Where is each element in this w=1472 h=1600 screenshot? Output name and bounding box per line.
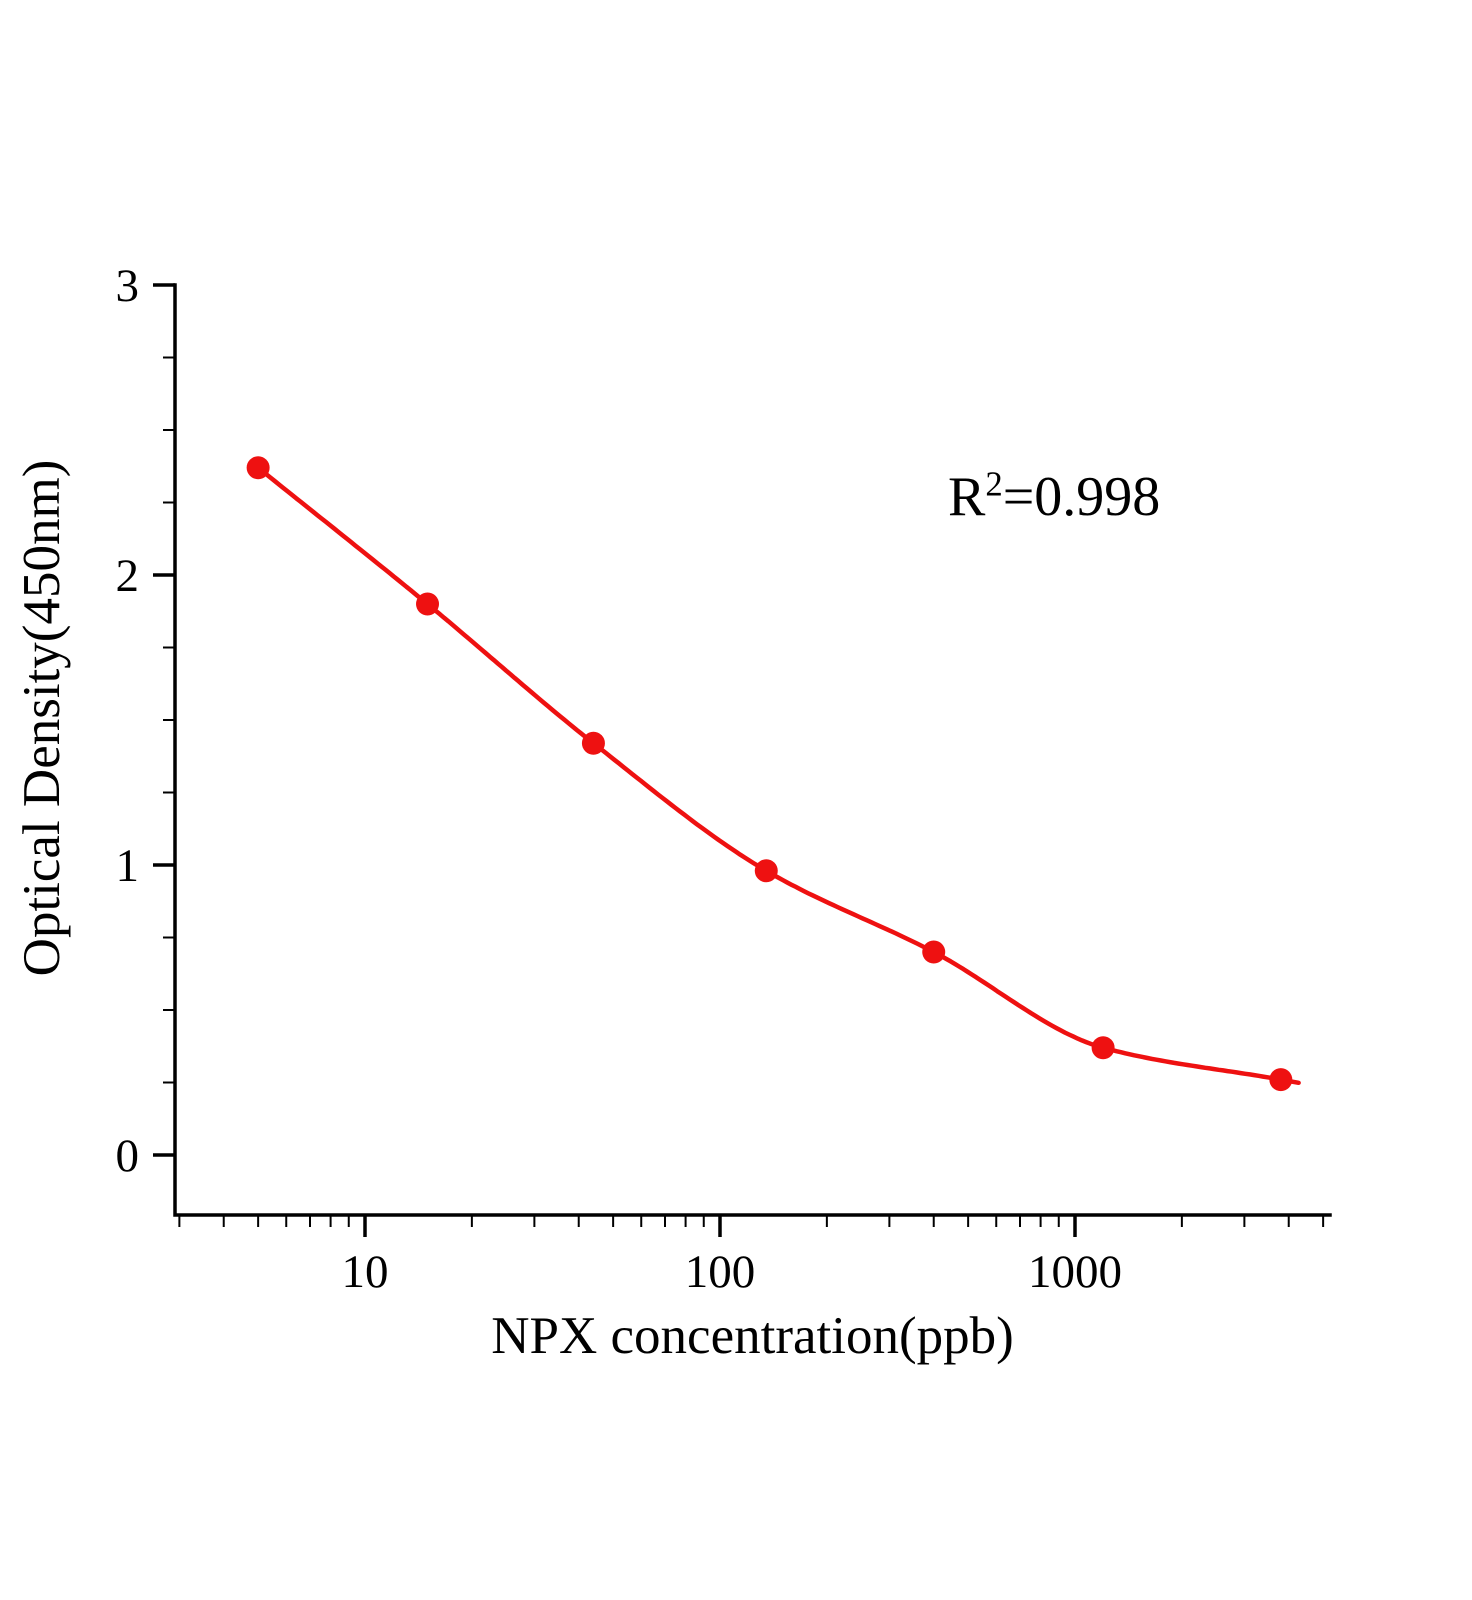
y-tick-label: 1 — [116, 840, 140, 892]
fit-curve — [255, 465, 1301, 1086]
y-axis-title: Optical Density(450nm) — [13, 459, 71, 977]
y-tick-label: 0 — [116, 1130, 140, 1182]
x-tick-label: 1000 — [1028, 1246, 1122, 1298]
data-point — [1269, 1068, 1293, 1092]
r-squared-annotation: R2=0.998 — [948, 465, 1160, 529]
y-tick-label: 3 — [116, 260, 140, 312]
data-point — [246, 456, 270, 480]
y-tick-label: 2 — [116, 550, 140, 602]
data-point — [581, 731, 605, 755]
axis-lines — [173, 283, 1332, 1217]
data-point — [416, 592, 440, 616]
x-axis-title: NPX concentration(ppb) — [491, 1307, 1014, 1365]
x-tick-label: 10 — [342, 1246, 389, 1298]
r-squared-value: =0.998 — [1002, 466, 1161, 528]
data-point — [922, 940, 946, 964]
r-squared-prefix: R — [948, 466, 986, 528]
data-point — [1091, 1036, 1115, 1060]
r-squared-superscript: 2 — [985, 464, 1003, 504]
data-point — [754, 859, 778, 883]
x-tick-label: 100 — [685, 1246, 756, 1298]
